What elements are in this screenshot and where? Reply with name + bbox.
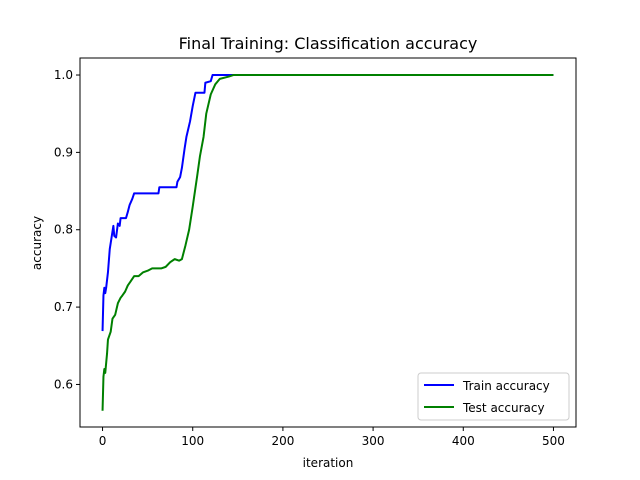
x-tick-label: 400 xyxy=(452,434,475,448)
x-tick-label: 500 xyxy=(542,434,565,448)
x-tick-label: 0 xyxy=(99,434,107,448)
legend-box xyxy=(417,372,570,421)
x-tick-label: 200 xyxy=(271,434,294,448)
y-tick-label: 1.0 xyxy=(54,68,73,82)
chart-title: Final Training: Classification accuracy xyxy=(179,34,478,53)
x-axis: 0 100 200 300 400 500 xyxy=(99,427,565,448)
x-tick-label: 300 xyxy=(362,434,385,448)
series-line-train-accuracy xyxy=(101,74,554,332)
y-tick-label: 0.8 xyxy=(54,223,73,237)
y-axis: 0.6 0.7 0.8 0.9 1.0 xyxy=(54,68,80,391)
y-tick-label: 0.6 xyxy=(54,377,73,391)
y-axis-label: accuracy xyxy=(30,216,44,270)
legend-label-test: Test accuracy xyxy=(462,401,545,415)
plot-area xyxy=(101,74,554,411)
legend: Train accuracy Test accuracy xyxy=(417,372,570,421)
x-axis-label: iteration xyxy=(303,456,354,470)
series-line-test-accuracy xyxy=(101,74,554,411)
y-tick-label: 0.9 xyxy=(54,145,73,159)
y-tick-label: 0.7 xyxy=(54,300,73,314)
axes-frame xyxy=(79,57,577,428)
legend-label-train: Train accuracy xyxy=(462,379,550,393)
x-tick-label: 100 xyxy=(181,434,204,448)
